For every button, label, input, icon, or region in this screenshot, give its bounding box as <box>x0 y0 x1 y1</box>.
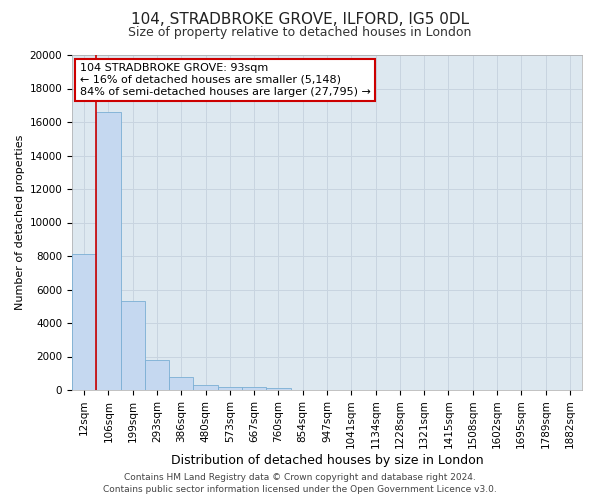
Bar <box>121 301 145 390</box>
X-axis label: Distribution of detached houses by size in London: Distribution of detached houses by size … <box>170 454 484 467</box>
Bar <box>72 254 96 390</box>
Text: 104, STRADBROKE GROVE, ILFORD, IG5 0DL: 104, STRADBROKE GROVE, ILFORD, IG5 0DL <box>131 12 469 28</box>
Y-axis label: Number of detached properties: Number of detached properties <box>16 135 25 310</box>
Bar <box>96 112 121 390</box>
Text: 104 STRADBROKE GROVE: 93sqm
← 16% of detached houses are smaller (5,148)
84% of : 104 STRADBROKE GROVE: 93sqm ← 16% of det… <box>80 64 371 96</box>
Text: Size of property relative to detached houses in London: Size of property relative to detached ho… <box>128 26 472 39</box>
Bar <box>169 378 193 390</box>
Bar <box>218 386 242 390</box>
Bar <box>145 360 169 390</box>
Bar <box>266 388 290 390</box>
Bar <box>193 385 218 390</box>
Text: Contains HM Land Registry data © Crown copyright and database right 2024.
Contai: Contains HM Land Registry data © Crown c… <box>103 472 497 494</box>
Bar <box>242 388 266 390</box>
